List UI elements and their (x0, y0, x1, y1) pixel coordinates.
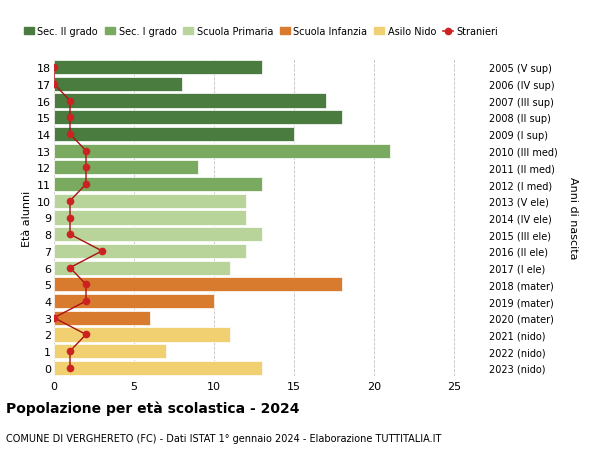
Bar (54, 244, 246, 258)
Bar (54, 144, 390, 158)
Bar (54, 311, 150, 325)
Bar (54, 328, 230, 342)
Bar (54, 178, 262, 192)
Text: Popolazione per età scolastica - 2024: Popolazione per età scolastica - 2024 (6, 401, 299, 415)
Bar (54, 228, 262, 242)
Bar (54, 78, 182, 92)
Bar (54, 344, 166, 358)
Bar (54, 111, 342, 125)
Bar (54, 211, 246, 225)
Bar (54, 161, 198, 175)
Bar (54, 294, 214, 308)
Bar (54, 94, 326, 108)
Bar (54, 361, 262, 375)
Text: COMUNE DI VERGHERETO (FC) - Dati ISTAT 1° gennaio 2024 - Elaborazione TUTTITALIA: COMUNE DI VERGHERETO (FC) - Dati ISTAT 1… (6, 433, 442, 443)
Legend: Sec. II grado, Sec. I grado, Scuola Primaria, Scuola Infanzia, Asilo Nido, Stran: Sec. II grado, Sec. I grado, Scuola Prim… (20, 23, 502, 41)
Bar (54, 194, 246, 208)
Bar (54, 61, 262, 75)
Bar (54, 278, 342, 292)
Bar (54, 128, 294, 142)
Bar (54, 261, 230, 275)
Y-axis label: Età alunni: Età alunni (22, 190, 32, 246)
Y-axis label: Anni di nascita: Anni di nascita (568, 177, 578, 259)
